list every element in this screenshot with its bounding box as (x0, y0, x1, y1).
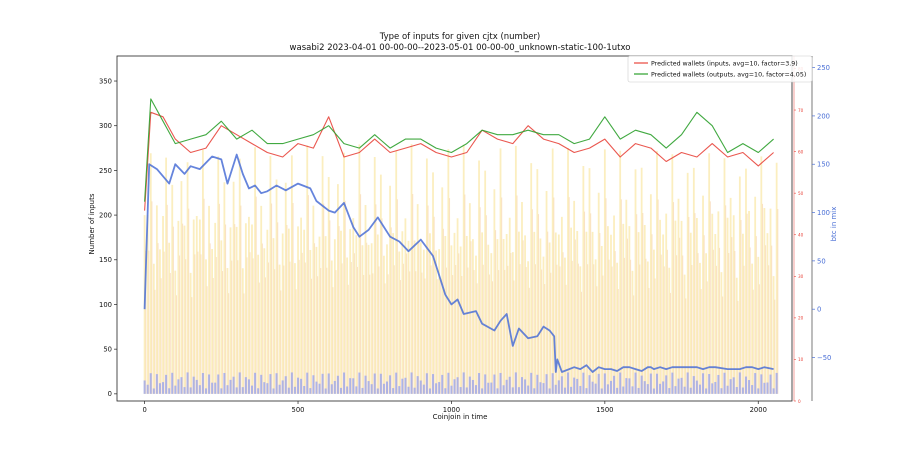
y2-tick-label: −50 (817, 354, 831, 362)
y-tick-label: 250 (99, 167, 112, 175)
y2-tick-label: 150 (817, 161, 830, 169)
x-tick-label: 500 (292, 406, 305, 414)
series-lines (143, 98, 774, 373)
y3-tick-label: 30 (798, 274, 804, 279)
y2-tick-label: 100 (817, 209, 830, 217)
y-tick-label: 50 (103, 346, 112, 354)
y2-tick-label: 50 (817, 257, 826, 265)
legend-label-outputs: Predicted wallets (outputs, avg=10, fact… (651, 72, 806, 79)
y3-tick-label: 10 (798, 357, 804, 362)
y-tick-label: 350 (99, 77, 112, 85)
chart-subtitle: wasabi2 2023-04-01 00-00-00--2023-05-01 … (290, 43, 631, 53)
chart-title: Type of inputs for given cjtx (number) (379, 32, 541, 42)
y3-tick-label: 20 (798, 316, 804, 321)
y2-tick-label: 0 (817, 306, 821, 314)
y-tick-label: 150 (99, 256, 112, 264)
y3-tick-label: 50 (798, 191, 804, 196)
y-tick-label: 300 (99, 122, 112, 130)
y-tick-label: 200 (99, 211, 112, 219)
stacked-bars (143, 144, 779, 394)
y3-tick-label: 40 (798, 233, 804, 238)
y2-tick-label: 250 (817, 64, 830, 72)
legend-label-inputs: Predicted wallets (inputs, avg=10, facto… (651, 61, 798, 68)
y3-tick-label: 0 (798, 399, 801, 404)
series-line-2 (143, 153, 774, 373)
y-tick-label: 0 (108, 390, 112, 398)
axes: 0 500 1000 1500 2000050100150200250300350−50… (99, 55, 831, 414)
x-tick-label: 1500 (596, 406, 613, 414)
x-tick-label: 0 (142, 406, 146, 414)
legend-box (627, 55, 813, 83)
y3-tick-label: 70 (798, 108, 804, 113)
y2-tick-label: 200 (817, 112, 830, 120)
y2-axis-label: btc in mix (830, 207, 838, 242)
y-axis-label: Number of inputs (88, 193, 96, 254)
legend: Predicted wallets (inputs, avg=10, facto… (627, 55, 813, 83)
x-tick-label: 2000 (750, 406, 767, 414)
y-tick-label: 100 (99, 301, 112, 309)
y3-tick-label: 60 (798, 149, 804, 154)
series-line-0 (144, 111, 774, 211)
plot-frame (116, 55, 793, 402)
x-tick-label: 1000 (443, 406, 460, 414)
series-line-1 (144, 98, 774, 202)
x-axis-label: Coinjoin in time (433, 413, 488, 421)
